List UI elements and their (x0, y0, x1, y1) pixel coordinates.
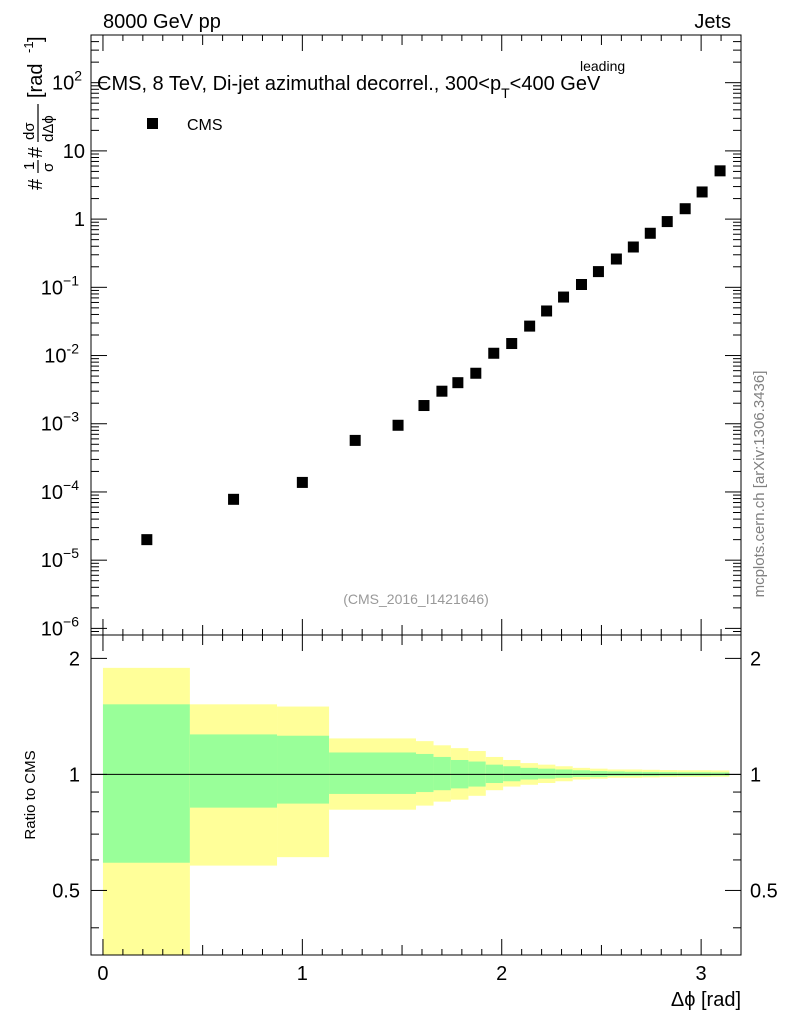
ratio-band-inner (485, 764, 504, 784)
x-axis-label: Δϕ [rad] (671, 989, 741, 1011)
ratio-ytick-label-right: 1 (750, 764, 761, 786)
ratio-band-inner (329, 752, 416, 794)
data-point (296, 476, 308, 488)
data-point (610, 253, 622, 265)
main-ytick-label: 10−6 (41, 613, 79, 640)
data-point (349, 434, 361, 446)
main-ytick-exponent: −5 (63, 545, 79, 561)
data-point (558, 291, 570, 303)
ratio-ytick-label-right: 0.5 (750, 880, 778, 902)
main-ytick-label: 1 (74, 209, 85, 231)
data-point (506, 338, 518, 350)
main-ytick-mantissa: 10 (41, 618, 63, 640)
ratio-axis-ticks: 2 2 1 1 0.5 0.5 (52, 648, 778, 929)
ratio-ytick-label: 2 (69, 648, 80, 670)
main-ytick-mantissa: 10 (52, 73, 74, 95)
data-point (436, 385, 448, 397)
ratio-band-inner (503, 766, 521, 782)
header-left: 8000 GeV pp (103, 11, 221, 33)
plot-title-prefix: CMS, 8 TeV, Di-jet azimuthal decorrel., … (97, 73, 501, 95)
ratio-plot-frame (90, 634, 742, 956)
side-label: mcplots.cern.ch [arXiv:1306.3436] (751, 371, 768, 598)
main-ytick-label: 10−4 (41, 477, 79, 504)
x-tick-label: 0 (97, 963, 108, 985)
data-point (714, 165, 726, 177)
main-ytick-exponent: −3 (63, 409, 79, 425)
ratio-band-inner (555, 769, 573, 778)
x-tick-label: 3 (696, 963, 707, 985)
main-ytick-exponent: −6 (63, 613, 79, 629)
ylabel-hash-1: # (25, 178, 47, 190)
main-ytick-label: 10−1 (41, 272, 79, 299)
data-point (141, 534, 153, 546)
ratio-band-inner (572, 770, 591, 777)
data-point (228, 493, 240, 505)
main-ytick-mantissa: 10 (41, 414, 63, 436)
plot-title-suffix: <400 GeV (510, 73, 601, 95)
x-axis-ticks: 0 1 2 3 (97, 35, 722, 985)
x-tick-label: 1 (297, 963, 308, 985)
main-ytick-label: 10 (63, 141, 85, 163)
ratio-ytick-label: 0.5 (52, 880, 80, 902)
main-ytick-mantissa: 10 (41, 482, 63, 504)
main-ytick-label: 10−3 (41, 409, 79, 436)
ratio-ytick-label-right: 2 (750, 648, 761, 670)
ylabel-dsigma: dσ (21, 122, 38, 140)
legend-marker (147, 118, 158, 129)
ratio-band-inner (520, 767, 539, 780)
x-tick-label: 2 (496, 963, 507, 985)
data-point (627, 241, 639, 253)
ylabel-hash-2: # (25, 146, 47, 158)
data-point (541, 305, 553, 317)
ratio-band-inner (277, 735, 330, 804)
data-point (488, 347, 500, 359)
ylabel-sigma: σ (40, 162, 57, 172)
data-point (696, 186, 708, 198)
ylabel-unit-close: ] (25, 36, 47, 42)
analysis-tag: (CMS_2016_I1421646) (343, 591, 489, 607)
ylabel-unit: [rad (25, 64, 47, 98)
ratio-ylabel: Ratio to CMS (22, 750, 39, 839)
legend-label: CMS (187, 117, 223, 134)
main-ytick-mantissa: 10 (44, 346, 66, 368)
plot-title: CMS, 8 TeV, Di-jet azimuthal decorrel., … (97, 73, 601, 101)
ratio-band-inner (189, 734, 278, 808)
data-point (392, 419, 404, 431)
ratio-ytick-label: 1 (69, 764, 80, 786)
data-point (575, 278, 587, 290)
ylabel-ddphi: dΔϕ (40, 115, 57, 142)
main-ytick-label: 10−5 (41, 545, 79, 572)
ylabel-unit-exp: -1 (21, 41, 36, 53)
ylabel-one: 1 (21, 162, 38, 170)
main-ytick-label: 10-2 (44, 341, 79, 368)
data-point (524, 320, 536, 332)
main-ytick-label: 102 (52, 68, 82, 95)
data-point (679, 203, 691, 215)
ratio-band-inner (538, 768, 556, 779)
data-point (470, 367, 482, 379)
data-point (661, 216, 673, 228)
main-ytick-exponent: 2 (74, 68, 82, 84)
main-ylabel: # 1 σ # dσ dΔϕ [rad -1 ] (21, 36, 57, 190)
main-ytick-mantissa: 10 (41, 550, 63, 572)
main-ytick-exponent: −4 (63, 477, 79, 493)
ratio-band-inner (102, 704, 190, 863)
ratio-band-inner (607, 771, 625, 777)
ratio-band-inner (433, 756, 451, 791)
cms-data-series (141, 165, 726, 546)
data-point (452, 377, 464, 389)
main-ytick-exponent: -2 (67, 341, 80, 357)
data-point (418, 400, 430, 412)
ratio-uncertainty-bands (102, 667, 730, 955)
plot-title-superscript: leading (580, 58, 625, 74)
plot-title-subscript: T (501, 85, 510, 101)
main-ytick-exponent: −1 (63, 272, 79, 288)
data-point (644, 227, 656, 239)
data-point (592, 266, 604, 278)
main-ytick-mantissa: 10 (41, 277, 63, 299)
header-right: Jets (694, 11, 731, 33)
ratio-band-inner (416, 753, 434, 793)
